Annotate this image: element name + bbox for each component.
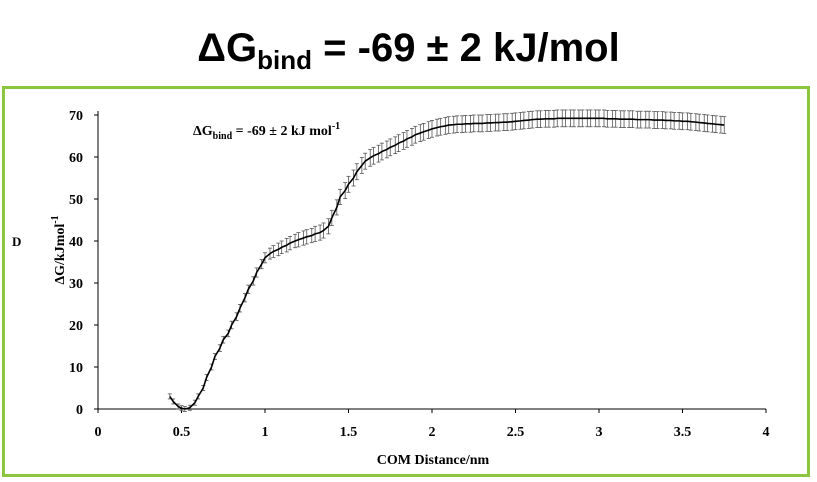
annotation-subscript: bind <box>213 131 233 142</box>
annotation-value: = -69 ± 2 kJ mol <box>232 124 332 139</box>
x-tick-label: 0.5 <box>173 425 191 440</box>
x-tick-label: 2.5 <box>507 425 525 440</box>
page-title: ΔGbind = -69 ± 2 kJ/mol <box>0 0 817 80</box>
y-tick-label: 30 <box>69 277 83 292</box>
y-tick-label: 10 <box>69 361 83 376</box>
y-axis-label-text: ΔG/kJmol <box>53 224 68 285</box>
y-tick-label: 50 <box>69 193 83 208</box>
chart-frame <box>2 86 810 477</box>
svg-text:ΔG/kJmol-1: ΔG/kJmol-1 <box>50 215 68 284</box>
x-tick-label: 3.5 <box>674 425 692 440</box>
x-tick-label: 2 <box>429 425 436 440</box>
y-tick-label: 20 <box>69 319 83 334</box>
y-tick-label: 40 <box>69 235 83 250</box>
series-line <box>169 117 725 410</box>
x-tick-label: 1 <box>262 425 269 440</box>
y-tick-label: 0 <box>76 403 83 418</box>
title-subscript: bind <box>257 45 313 75</box>
plot-area: 0 10 20 30 40 50 60 70 0 0.5 1 1.5 2 2.5 3 3.5 4 <box>69 109 770 440</box>
x-tick-label: 4 <box>763 425 770 440</box>
y-tick-label: 60 <box>69 151 83 166</box>
title-value: = -69 ± 2 kJ/mol <box>312 26 620 70</box>
x-tick-label: 1.5 <box>340 425 358 440</box>
panel-letter: D <box>12 234 21 249</box>
x-axis-label: COM Distance/nm <box>377 453 490 468</box>
y-axis-label-superscript: -1 <box>50 215 61 223</box>
annotation-delta-g: ΔG <box>193 124 213 139</box>
x-tick-label: 0 <box>95 425 102 440</box>
y-tick-label: 70 <box>69 109 83 124</box>
y-axis-label: ΔG/kJmol-1 <box>50 215 68 284</box>
chart-annotation: ΔGbind = -69 ± 2 kJ mol-1 <box>193 121 340 142</box>
annotation-superscript: -1 <box>332 121 340 132</box>
x-tick-label: 3 <box>596 425 603 440</box>
title-delta-g: ΔG <box>197 26 258 70</box>
